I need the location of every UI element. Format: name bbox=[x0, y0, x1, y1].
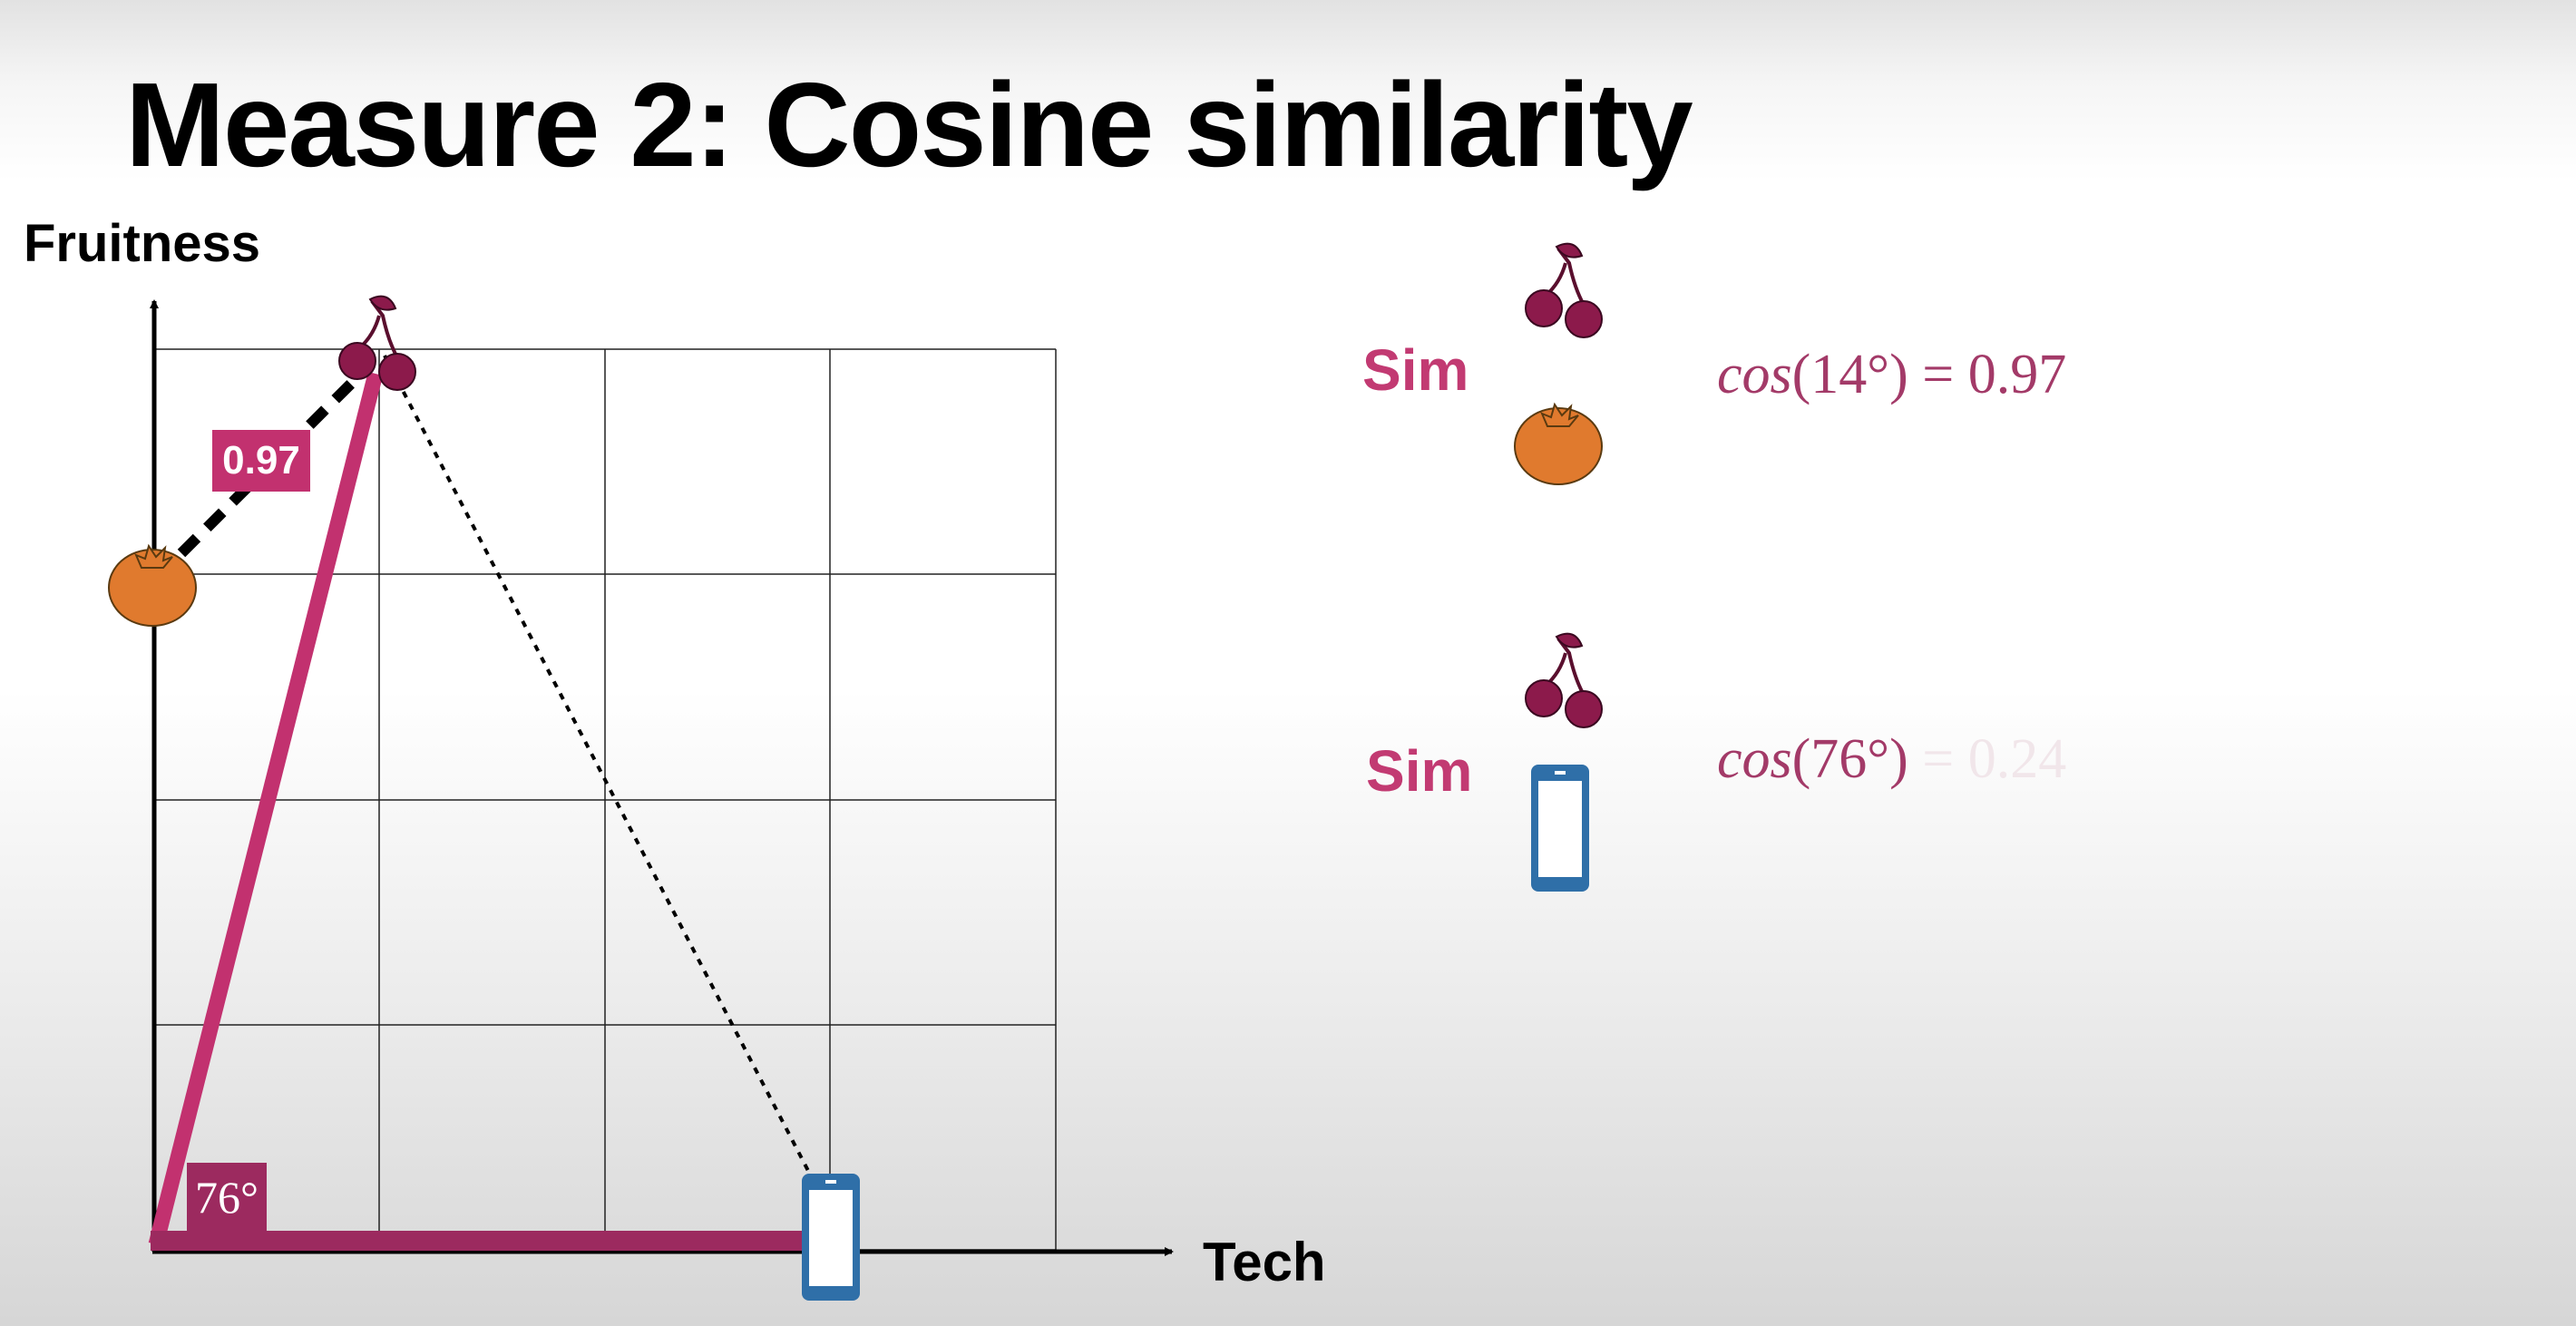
phone-icon bbox=[1531, 765, 1589, 892]
sim-label-2: Sim bbox=[1366, 738, 1473, 804]
page-title: Measure 2: Cosine similarity bbox=[125, 58, 1693, 191]
orange-icon bbox=[1514, 404, 1603, 485]
formula-result: = 0.24 bbox=[1922, 728, 2067, 790]
orange-icon bbox=[108, 545, 197, 627]
formula-angle: (76°) bbox=[1791, 728, 1908, 790]
x-axis-label: Tech bbox=[1203, 1232, 1326, 1292]
formula-function: cos bbox=[1717, 344, 1792, 405]
formula-cherry-phone: cos(76°) = 0.24 bbox=[1717, 731, 2066, 787]
formula-cherry-orange: cos(14°) = 0.97 bbox=[1717, 346, 2066, 403]
formula-function: cos bbox=[1717, 728, 1792, 790]
formula-angle: (14°) bbox=[1791, 344, 1908, 405]
sim-label-1: Sim bbox=[1362, 337, 1469, 403]
cherry-icon bbox=[1524, 631, 1604, 729]
cherry-phone-distance-line bbox=[383, 355, 820, 1191]
cherry-icon bbox=[1524, 241, 1604, 339]
similarity-badge: 0.97 bbox=[212, 430, 310, 492]
cherry-vector bbox=[148, 371, 384, 1247]
angle-badge: 76° bbox=[187, 1163, 267, 1232]
formula-result: = 0.97 bbox=[1922, 344, 2067, 405]
phone-icon bbox=[802, 1174, 860, 1301]
y-axis-label: Fruitness bbox=[24, 214, 261, 273]
